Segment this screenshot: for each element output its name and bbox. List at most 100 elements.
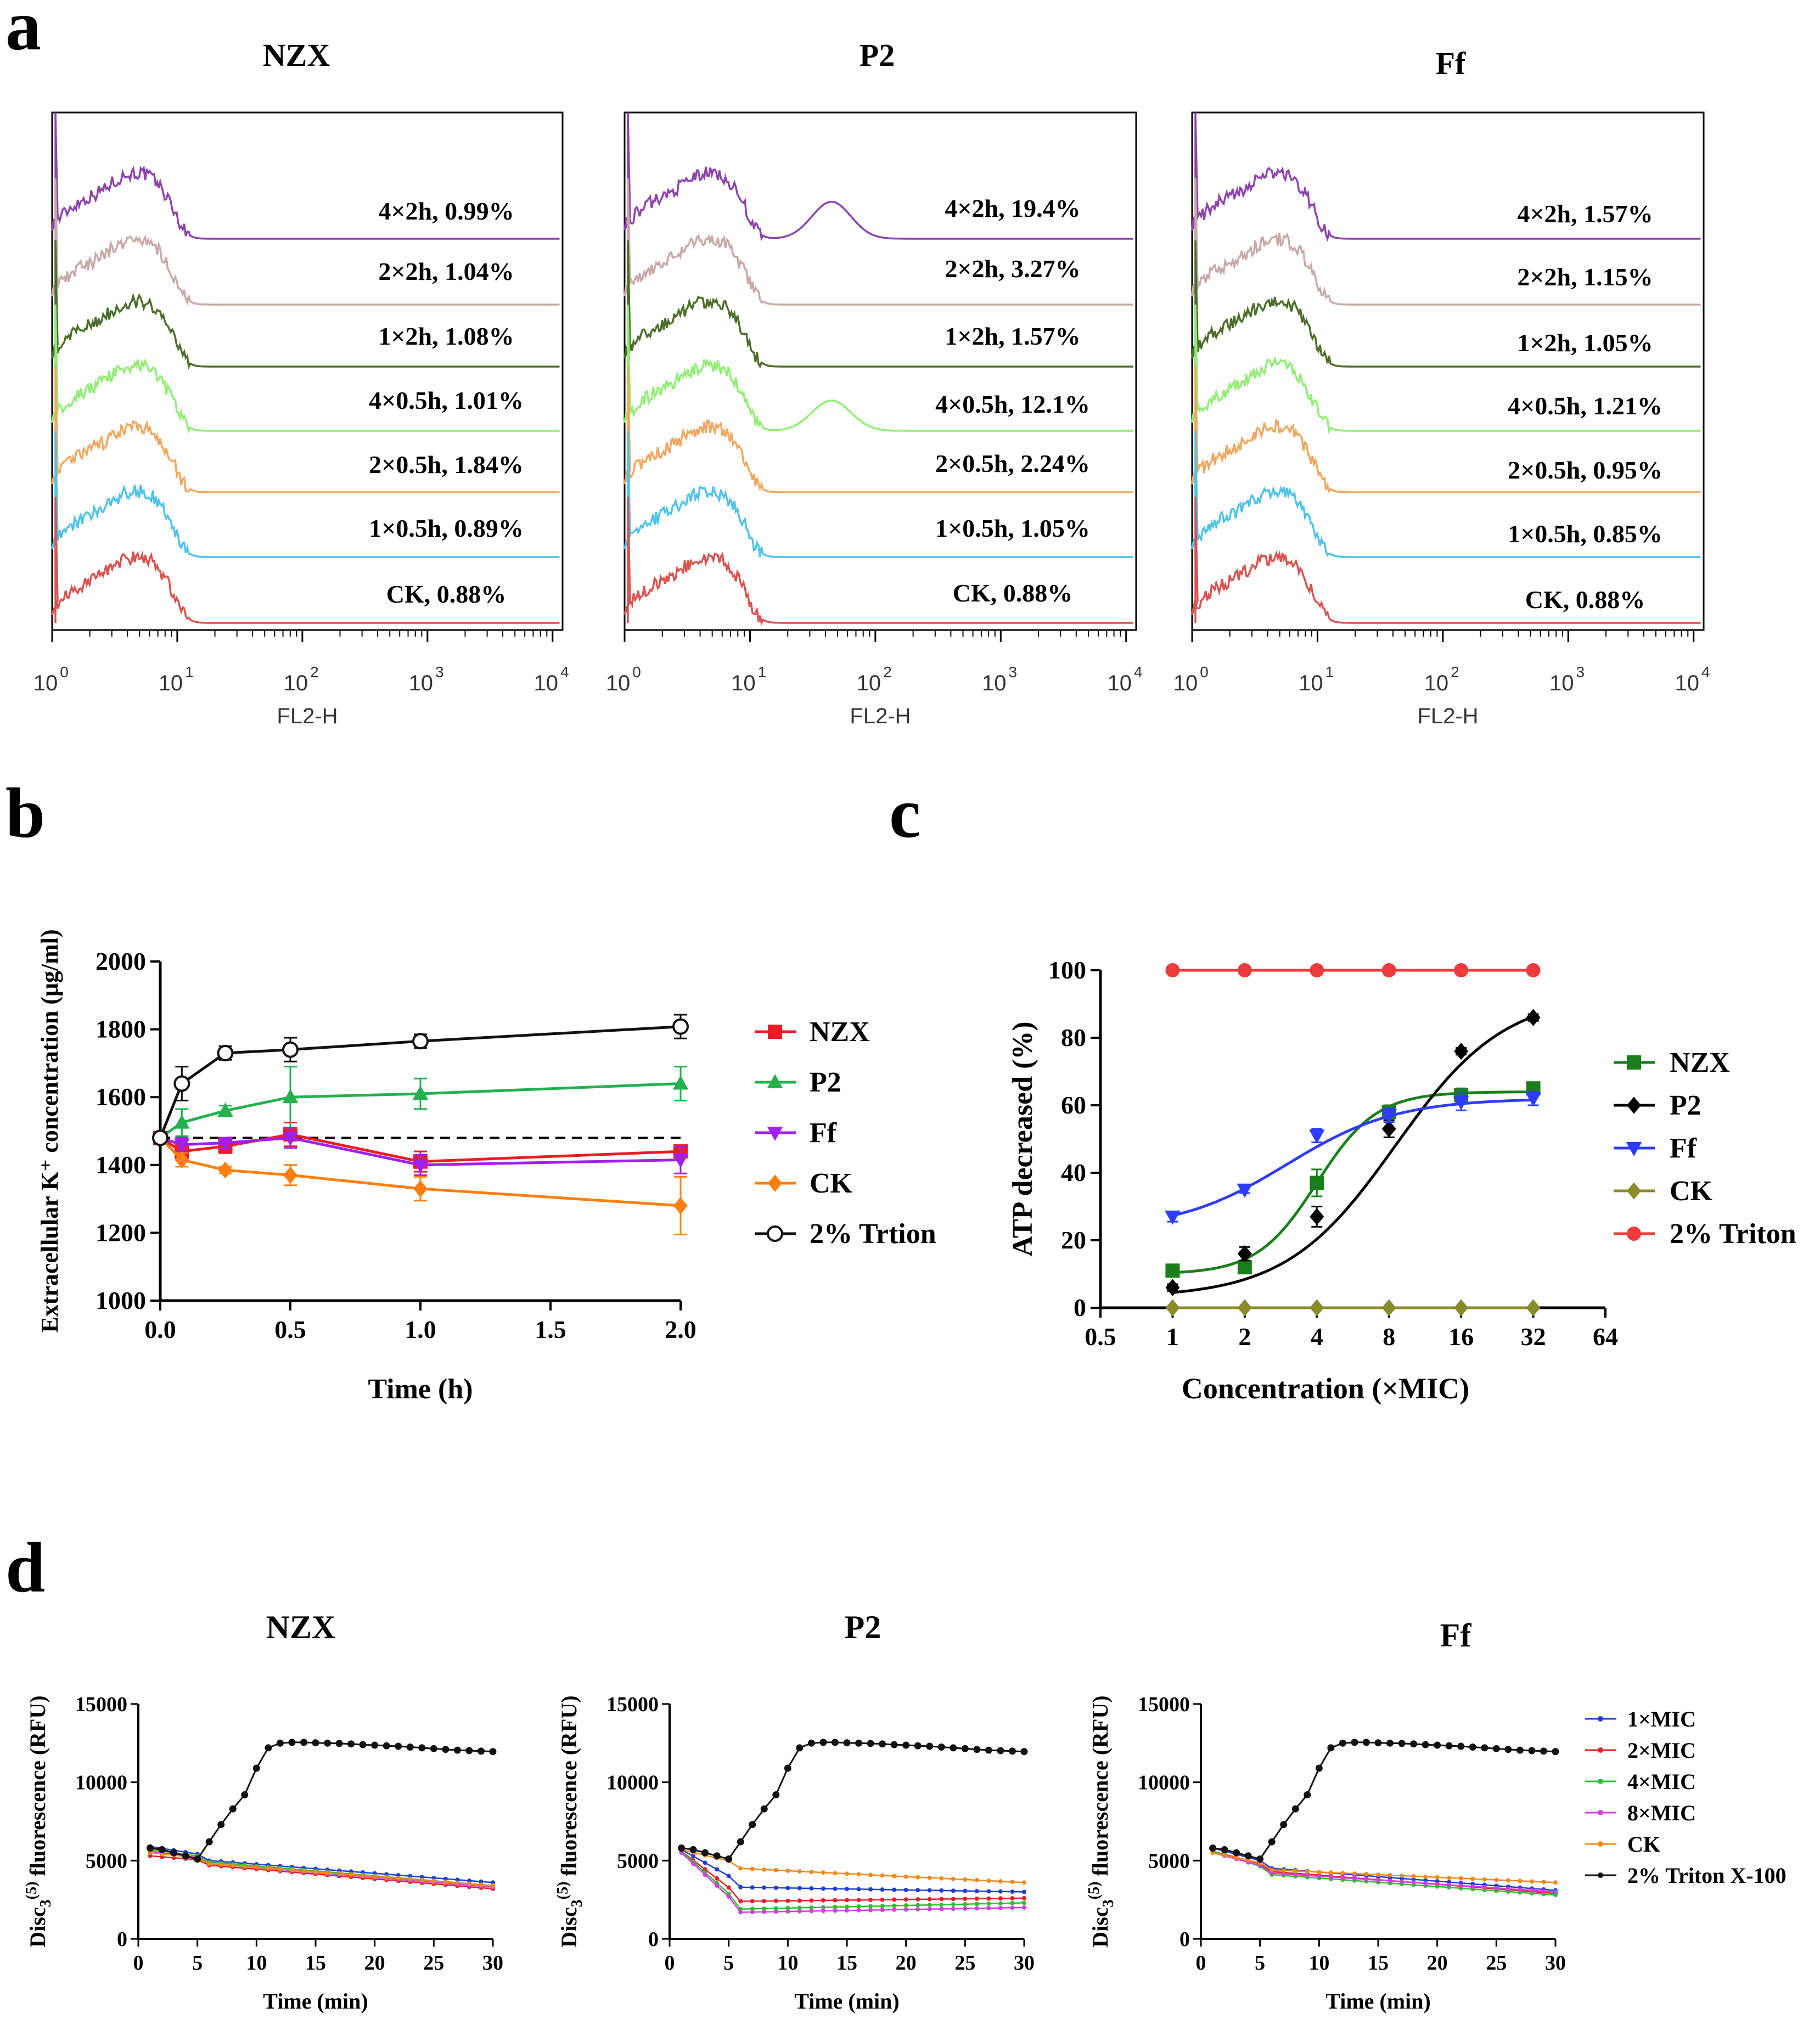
- trace-label: 1×2h, 1.57%: [945, 322, 1080, 350]
- legend-label: 2×MIC: [1627, 1738, 1696, 1763]
- y-tick-label: 5000: [1148, 1849, 1190, 1872]
- data-point: [986, 1906, 991, 1911]
- subpanel-title: NZX: [266, 1609, 336, 1645]
- histogram-trace: [51, 112, 560, 240]
- trace-label: 2×2h, 3.27%: [945, 255, 1080, 283]
- x-tick-label: 8: [1383, 1323, 1395, 1351]
- data-point: [242, 1864, 247, 1869]
- data-point: [903, 1897, 908, 1902]
- data-point: [1457, 1742, 1465, 1750]
- data-point: [914, 1742, 922, 1750]
- data-point: [915, 1907, 920, 1912]
- data-point: [974, 1896, 979, 1901]
- data-point: [867, 1740, 874, 1747]
- data-point: [809, 1909, 814, 1914]
- legend-label: CK: [810, 1168, 853, 1199]
- series-triton: [678, 1739, 1028, 1863]
- y-tick-label: 10000: [606, 1771, 659, 1795]
- histogram-trace: [1191, 430, 1701, 558]
- data-point: [796, 1744, 804, 1752]
- data-point: [1445, 1742, 1453, 1750]
- x-tick-exponent: 0: [1200, 663, 1209, 681]
- data-point: [1469, 1743, 1476, 1751]
- data-point: [880, 1897, 885, 1902]
- data-point: [1458, 1876, 1463, 1881]
- data-point: [443, 1880, 448, 1885]
- data-point: [762, 1885, 767, 1890]
- data-point: [218, 1161, 233, 1179]
- data-point: [1351, 1739, 1358, 1746]
- data-point: [1328, 1870, 1333, 1875]
- data-point: [1165, 1299, 1180, 1317]
- subpanel-title: NZX: [263, 37, 330, 73]
- x-tick-label: 2.0: [665, 1315, 696, 1343]
- data-point: [1221, 1846, 1228, 1853]
- x-tick-exponent: 1: [185, 663, 194, 681]
- legend-marker: [768, 1174, 782, 1192]
- data-point: [797, 1886, 802, 1891]
- data-point: [963, 1877, 968, 1882]
- data-point: [855, 1739, 863, 1747]
- x-tick-label: 10: [857, 671, 881, 695]
- data-point: [1492, 1745, 1500, 1752]
- data-point: [1541, 1888, 1546, 1893]
- series-1-mic: [679, 1847, 1026, 1894]
- data-point: [890, 1741, 898, 1748]
- legend-label: CK: [1627, 1832, 1660, 1857]
- data-point: [772, 1791, 780, 1798]
- data-point: [1233, 1849, 1240, 1857]
- data-point: [998, 1896, 1003, 1901]
- data-point: [737, 1838, 744, 1846]
- y-axis-label: Disc3(5) fluorescence (RFU): [1086, 1695, 1117, 1947]
- data-point: [1008, 1747, 1016, 1755]
- data-point: [998, 1901, 1003, 1906]
- data-point: [750, 1906, 755, 1911]
- data-point: [1237, 1183, 1253, 1198]
- data-point: [1237, 1245, 1252, 1263]
- data-point: [1516, 1746, 1524, 1754]
- data-point: [158, 1846, 166, 1853]
- y-axis-label-part: 3: [569, 1899, 586, 1907]
- x-tick-label: 1: [1166, 1323, 1179, 1351]
- legend-marker: [1598, 1872, 1603, 1878]
- y-tick-label: 60: [1061, 1091, 1086, 1119]
- x-axis-label: FL2-H: [1417, 704, 1478, 728]
- data-point: [689, 1846, 697, 1853]
- data-point: [691, 1854, 696, 1859]
- data-point: [384, 1875, 389, 1880]
- data-point: [1453, 1095, 1469, 1110]
- trace-label: 1×2h, 1.08%: [378, 322, 514, 350]
- data-point: [1315, 1764, 1323, 1772]
- data-point: [1410, 1740, 1418, 1748]
- data-point: [347, 1740, 355, 1748]
- trace-label: 4×0.5h, 1.21%: [1508, 392, 1662, 420]
- data-point: [750, 1910, 755, 1915]
- histogram-trace: [51, 365, 560, 493]
- x-tick-label: 10: [606, 671, 631, 695]
- data-point: [371, 1741, 379, 1749]
- histogram-trace: [623, 240, 1133, 369]
- y-axis-label-part: 3: [37, 1899, 54, 1907]
- data-point: [1481, 1744, 1488, 1752]
- x-tick-label: 10: [246, 1951, 267, 1975]
- histogram-trace: [623, 365, 1133, 493]
- data-point: [1529, 1879, 1534, 1884]
- data-point: [1454, 1043, 1469, 1060]
- data-point: [868, 1887, 873, 1892]
- x-tick-exponent: 2: [310, 663, 319, 681]
- chart-b-potassium: 1000 1200 1400 1600 1800 2000 0.0 0.5 1.0 1.5 2.0 T…: [36, 929, 936, 1405]
- trace-label: 4×2h, 19.4%: [945, 194, 1080, 222]
- x-tick-exponent: 2: [1451, 663, 1459, 681]
- data-point: [762, 1906, 767, 1911]
- histogram-trace: [51, 240, 560, 370]
- data-point: [282, 1089, 299, 1104]
- histogram-trace: [1191, 240, 1701, 368]
- legend-marker: [1598, 1779, 1603, 1784]
- data-point: [868, 1908, 873, 1913]
- data-point: [715, 1867, 720, 1872]
- data-point: [1022, 1889, 1026, 1894]
- legend-label: 2% Triton: [1670, 1218, 1796, 1250]
- data-point: [419, 1878, 424, 1882]
- y-tick-label: 0: [117, 1928, 127, 1951]
